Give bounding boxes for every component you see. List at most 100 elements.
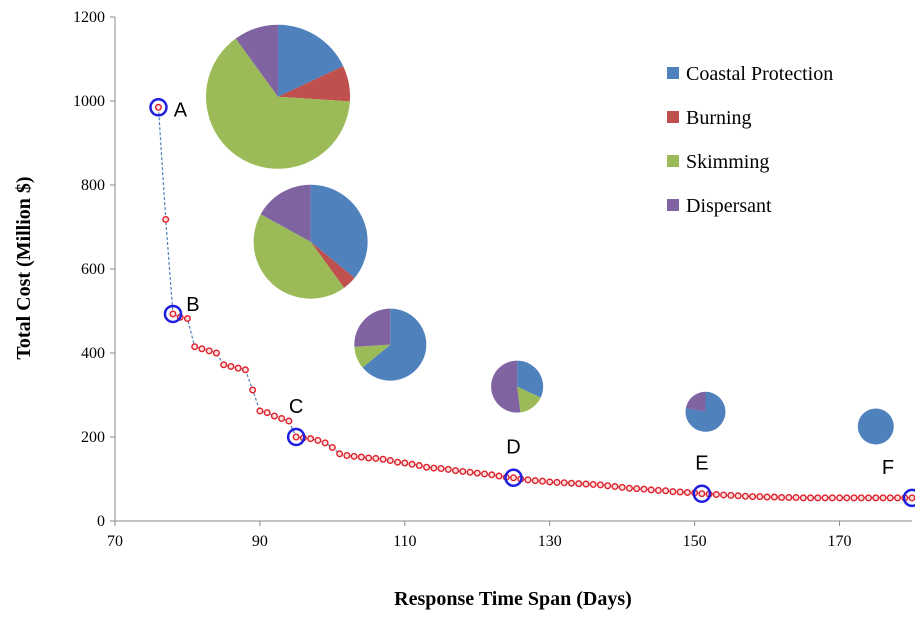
highlight-ring (692, 484, 712, 503)
data-point (423, 463, 431, 471)
data-point (582, 480, 590, 488)
data-point (466, 468, 474, 476)
point-label: A (174, 99, 188, 121)
data-point (611, 483, 619, 491)
data-point (473, 469, 481, 477)
data-point (314, 436, 322, 444)
data-point (328, 444, 336, 452)
data-point (205, 347, 213, 355)
data-point (292, 433, 300, 441)
data-point (799, 494, 807, 502)
data-point (741, 492, 749, 500)
y-tick-label: 800 (81, 177, 105, 194)
pie-chart (253, 184, 368, 299)
legend-label: Burning (686, 107, 752, 129)
y-tick-labels: 0 200 400 600 800 1000 1200 (73, 9, 115, 530)
data-point (263, 409, 271, 417)
legend-label: Skimming (686, 151, 769, 173)
legend-label: Coastal Protection (686, 63, 833, 85)
data-point (162, 215, 170, 223)
data-point (908, 494, 915, 502)
x-tick-label: 150 (683, 533, 707, 550)
highlight-ring (149, 98, 168, 117)
data-point (379, 455, 387, 463)
y-tick-label: 400 (81, 345, 105, 362)
data-point (241, 366, 249, 374)
data-point (481, 470, 489, 478)
point-label: D (506, 437, 520, 459)
data-point (676, 488, 684, 496)
data-point (720, 491, 728, 499)
data-point (879, 494, 887, 502)
data-point (727, 491, 735, 499)
data-point (560, 479, 568, 487)
data-point (712, 491, 720, 499)
data-point (821, 494, 829, 502)
x-tick-labels: 70 90 110 130 150 170 (107, 521, 852, 550)
data-point (227, 362, 235, 370)
data-point (785, 493, 793, 501)
x-tick-label: 90 (252, 533, 268, 550)
x-tick-label: 70 (107, 533, 123, 550)
data-point (307, 435, 315, 443)
legend-swatch (667, 155, 679, 167)
data-point (575, 480, 583, 488)
pie-slice (235, 24, 279, 97)
data-point (430, 464, 438, 472)
legend-swatch (667, 199, 679, 211)
data-point (647, 486, 655, 494)
data-point (372, 454, 380, 462)
x-tick-label: 110 (393, 533, 416, 550)
data-point (531, 477, 539, 485)
data-point (894, 494, 902, 502)
data-point (734, 492, 742, 500)
data-point (633, 485, 641, 493)
data-point (357, 453, 365, 461)
data-point (220, 361, 228, 369)
data-point (270, 412, 278, 420)
pie-slice (685, 391, 706, 412)
highlight-ring (286, 427, 306, 447)
data-point (350, 452, 358, 460)
highlight-ring (902, 488, 915, 508)
legend-swatch (667, 67, 679, 79)
data-point (604, 482, 612, 490)
data-point (770, 493, 778, 501)
pie-slice (253, 214, 345, 299)
data-point (437, 465, 445, 473)
data-point (778, 493, 786, 501)
data-point (415, 462, 423, 470)
pie-chart (685, 391, 726, 432)
data-point (828, 494, 836, 502)
highlight-ring (163, 304, 183, 324)
y-tick-label: 200 (81, 429, 105, 446)
legend-swatch (667, 111, 679, 123)
pie-chart (857, 408, 894, 445)
highlight-ring (504, 468, 523, 487)
pie-slice (310, 241, 355, 288)
data-point (698, 490, 706, 498)
data-point (191, 343, 199, 351)
data-point (843, 494, 851, 502)
data-point (365, 454, 373, 462)
data-point (278, 415, 286, 423)
pie-slice (362, 308, 427, 381)
data-point (249, 386, 257, 394)
data-point (683, 488, 691, 496)
data-point (510, 474, 518, 482)
data-point (285, 417, 293, 425)
point-label: B (186, 294, 199, 316)
data-point (567, 479, 575, 487)
data-point (669, 488, 677, 496)
point-label: E (695, 453, 708, 475)
data-point (336, 450, 344, 458)
pie-slice (857, 408, 894, 445)
pie-slice (310, 184, 368, 279)
x-tick-label: 170 (828, 533, 852, 550)
data-point (488, 471, 496, 479)
data-point (459, 467, 467, 475)
point-label: C (289, 396, 303, 418)
data-point (625, 484, 633, 492)
data-point (408, 460, 416, 468)
